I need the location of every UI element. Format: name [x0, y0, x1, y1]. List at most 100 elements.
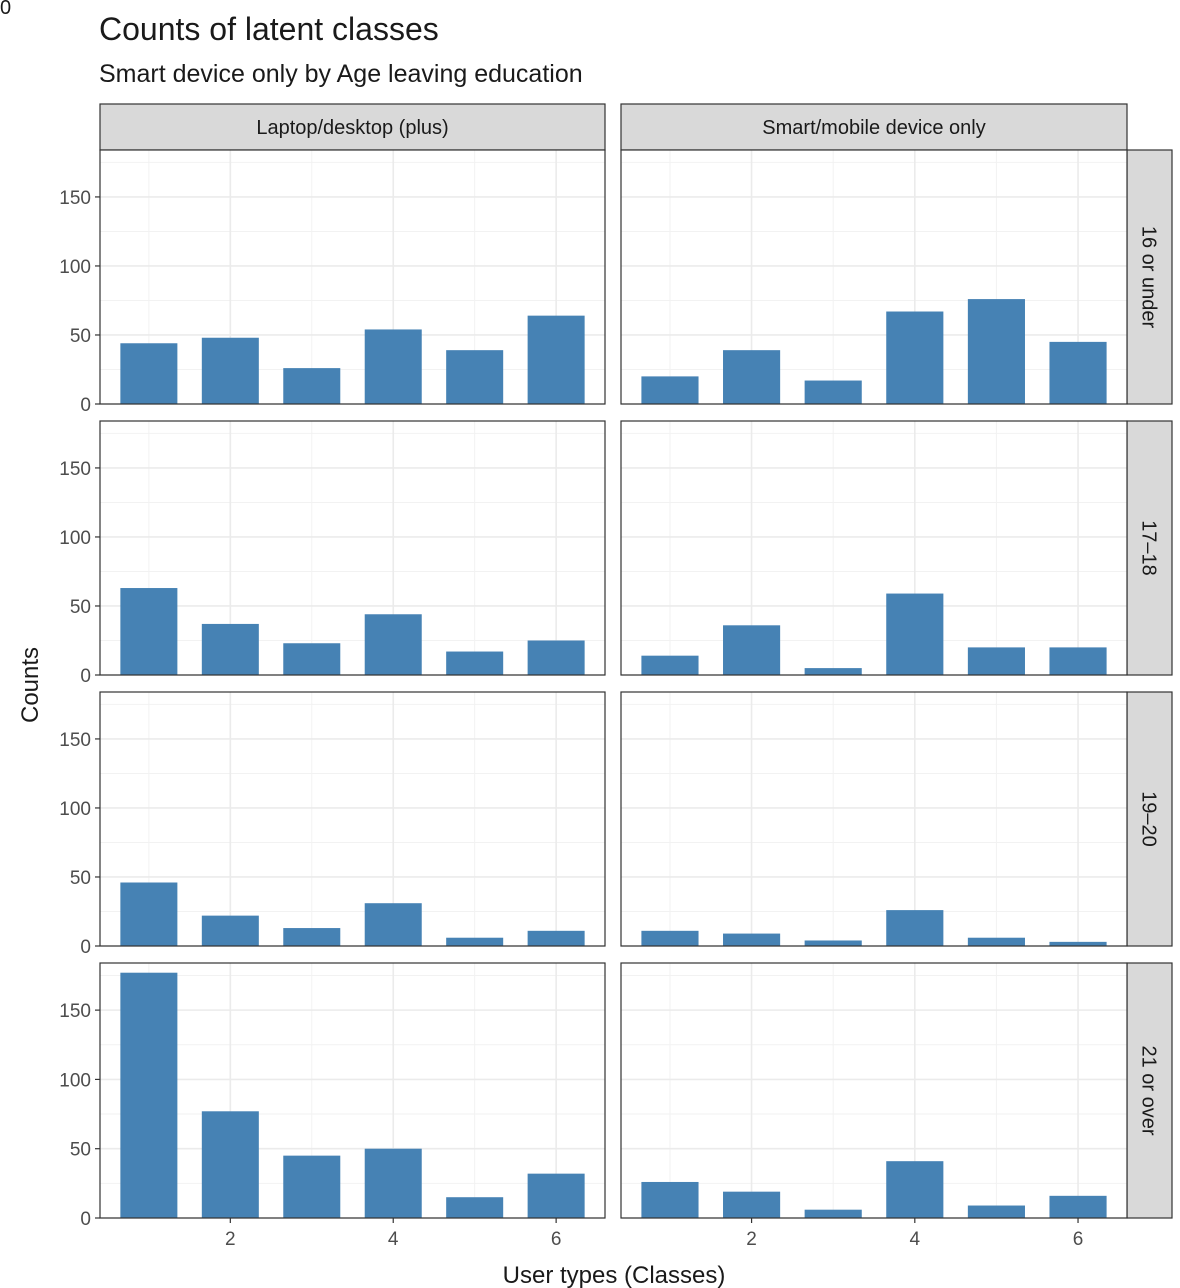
panel-border — [620, 420, 1128, 676]
bar — [527, 315, 585, 404]
y-axis-title: Counts — [17, 647, 44, 723]
facet-strip-row — [1126, 149, 1173, 405]
bar — [723, 350, 781, 404]
y-axis-tick-label: 0 — [80, 666, 91, 687]
x-axis-tick-label: 4 — [388, 1229, 399, 1250]
bar — [967, 299, 1025, 404]
bar — [1049, 647, 1107, 675]
x-axis-title: User types (Classes) — [503, 1262, 726, 1288]
bar — [1049, 341, 1107, 404]
bar — [364, 614, 422, 675]
bar — [967, 1205, 1025, 1218]
y-axis-tick-label: 100 — [59, 528, 91, 549]
facet-strip-row-label: 16 or under — [1138, 226, 1160, 329]
y-axis-tick-label: 100 — [59, 799, 91, 820]
y-axis-tick-label: 50 — [70, 326, 91, 347]
bar — [1049, 941, 1107, 946]
y-axis-tick-label: 100 — [59, 257, 91, 278]
bar — [641, 376, 699, 404]
x-axis-tick-label: 6 — [551, 1229, 562, 1250]
y-axis-tick-label: 150 — [59, 730, 91, 751]
y-axis-tick-label: 0 — [80, 395, 91, 416]
bar — [120, 588, 178, 675]
bar — [527, 640, 585, 675]
y-axis-tick-label: 0 — [80, 1209, 91, 1230]
panel-background — [621, 421, 1127, 675]
bar — [364, 1148, 422, 1218]
corner-label: 0 — [0, 0, 11, 19]
bar — [446, 937, 504, 946]
y-axis-tick-label: 150 — [59, 188, 91, 209]
panel-background — [621, 150, 1127, 404]
bar — [804, 940, 862, 946]
facet-strip-column — [99, 103, 606, 151]
facet-strip-row-label: 21 or over — [1138, 1045, 1160, 1135]
bar — [886, 593, 944, 675]
panel-border — [99, 962, 606, 1219]
bar — [723, 1191, 781, 1218]
panel-background — [100, 692, 605, 946]
y-axis-tick-label: 150 — [59, 1001, 91, 1022]
bar — [120, 343, 178, 404]
panel-background — [621, 692, 1127, 946]
bar — [723, 933, 781, 946]
x-axis-tick-label: 4 — [910, 1229, 921, 1250]
bar — [804, 1209, 862, 1218]
bar — [804, 668, 862, 675]
x-axis-tick-label: 2 — [225, 1229, 236, 1250]
facet-strip-column-label: Laptop/desktop (plus) — [256, 117, 448, 139]
bar — [804, 380, 862, 404]
panel-background — [621, 963, 1127, 1218]
y-axis-tick-label: 100 — [59, 1070, 91, 1091]
bar — [446, 350, 504, 404]
facet-strip-row — [1126, 420, 1173, 676]
y-axis-tick-label: 0 — [80, 937, 91, 958]
bar — [201, 1111, 259, 1218]
panel-border — [99, 149, 606, 405]
panel-border — [620, 691, 1128, 947]
bar — [886, 1161, 944, 1218]
x-axis-tick-label: 6 — [1073, 1229, 1084, 1250]
bar — [120, 882, 178, 946]
panel-border — [620, 149, 1128, 405]
y-axis-tick-label: 150 — [59, 459, 91, 480]
facet-strip-row-label: 19–20 — [1138, 791, 1160, 847]
plot-layer: Laptop/desktop (plus) Smart/mobile device… — [59, 103, 1173, 1250]
bar — [364, 903, 422, 946]
bar — [283, 1155, 341, 1218]
bar — [120, 972, 178, 1218]
facet-strip-column — [620, 103, 1128, 151]
facet-strip-column-label: Smart/mobile device only — [762, 117, 985, 139]
bar — [527, 930, 585, 946]
x-axis-tick-label: 2 — [746, 1229, 757, 1250]
chart-title: Counts of latent classes — [99, 11, 439, 47]
bar — [201, 915, 259, 946]
bar — [1049, 1195, 1107, 1218]
chart-subtitle: Smart device only by Age leaving educati… — [99, 60, 583, 88]
bar — [967, 937, 1025, 946]
facet-strip-row-label: 17–18 — [1138, 520, 1160, 576]
panel-background — [100, 421, 605, 675]
bar — [886, 311, 944, 404]
y-axis-tick-label: 50 — [70, 597, 91, 618]
bar — [527, 1173, 585, 1218]
bar — [283, 643, 341, 675]
facet-strip-row — [1126, 691, 1173, 947]
bar — [641, 930, 699, 946]
bar — [641, 655, 699, 675]
y-axis-tick-label: 50 — [70, 1140, 91, 1161]
bar — [446, 651, 504, 675]
bar — [201, 337, 259, 404]
bar — [283, 928, 341, 946]
bar — [446, 1197, 504, 1218]
panel-background — [100, 963, 605, 1218]
bar — [886, 910, 944, 946]
panel-border — [620, 962, 1128, 1219]
panel-border — [99, 420, 606, 676]
panel-background — [100, 150, 605, 404]
bar — [364, 329, 422, 404]
bar — [283, 368, 341, 404]
bar — [641, 1181, 699, 1218]
bar — [723, 625, 781, 675]
